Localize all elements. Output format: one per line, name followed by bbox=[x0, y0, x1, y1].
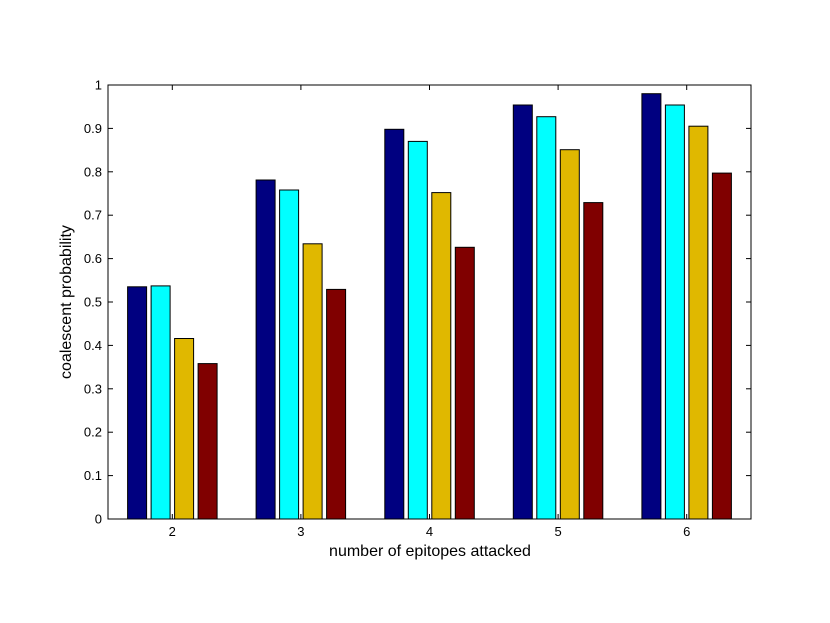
bar-series-1-cat-4 bbox=[384, 128, 405, 520]
x-tick-label-6: 6 bbox=[683, 524, 690, 539]
x-tick-label-2: 2 bbox=[169, 524, 176, 539]
y-tick-label-0.7: 0.7 bbox=[84, 208, 102, 223]
y-tick-label-0.8: 0.8 bbox=[84, 164, 102, 179]
bar-series-2-cat-4 bbox=[407, 140, 428, 520]
x-axis: 2 3 4 5 6 bbox=[169, 85, 690, 539]
bar-series-3-cat-2 bbox=[174, 338, 195, 520]
bar-series-4-cat-2 bbox=[197, 363, 218, 520]
bar-series-1-cat-2 bbox=[127, 286, 148, 520]
bar-series-3-cat-3 bbox=[302, 243, 323, 520]
y-tick-label-0.9: 0.9 bbox=[84, 121, 102, 136]
y-tick-label-0.1: 0.1 bbox=[84, 468, 102, 483]
x-tick-label-4: 4 bbox=[426, 524, 433, 539]
bar-series-2-cat-5 bbox=[536, 116, 557, 520]
x-axis-label: number of epitopes attacked bbox=[329, 543, 531, 560]
bar-series-3-cat-5 bbox=[559, 149, 580, 520]
bar-series-3-cat-4 bbox=[431, 192, 452, 520]
y-tick-label-0.2: 0.2 bbox=[84, 425, 102, 440]
y-axis: 0 0.1 0.2 0.3 0.4 0.5 0.6 0.7 0.8 0.9 1 bbox=[84, 78, 751, 527]
bar-series-2-cat-2 bbox=[150, 285, 171, 520]
x-tick-label-5: 5 bbox=[554, 524, 561, 539]
bar-series-4-cat-5 bbox=[583, 202, 604, 520]
bar-series-1-cat-5 bbox=[512, 104, 533, 520]
bar-series-2-cat-6 bbox=[664, 104, 685, 520]
y-tick-label-0.6: 0.6 bbox=[84, 251, 102, 266]
bar-series-3-cat-6 bbox=[688, 125, 709, 520]
y-tick-label-0: 0 bbox=[95, 512, 102, 527]
y-axis-label: coalescent probability bbox=[58, 225, 75, 379]
bar-series-1-cat-3 bbox=[255, 179, 276, 520]
y-tick-label-0.3: 0.3 bbox=[84, 381, 102, 396]
bar-series-2-cat-3 bbox=[279, 189, 300, 520]
bar-series-4-cat-6 bbox=[711, 172, 732, 520]
bar-series-4-cat-3 bbox=[326, 288, 347, 520]
y-tick-label-0.4: 0.4 bbox=[84, 338, 102, 353]
x-tick-label-3: 3 bbox=[297, 524, 304, 539]
bar-series-1-cat-6 bbox=[641, 93, 662, 520]
bar-series-4-cat-4 bbox=[454, 246, 475, 520]
bars-group bbox=[127, 93, 732, 520]
y-tick-label-1: 1 bbox=[95, 78, 102, 93]
y-tick-label-0.5: 0.5 bbox=[84, 295, 102, 310]
